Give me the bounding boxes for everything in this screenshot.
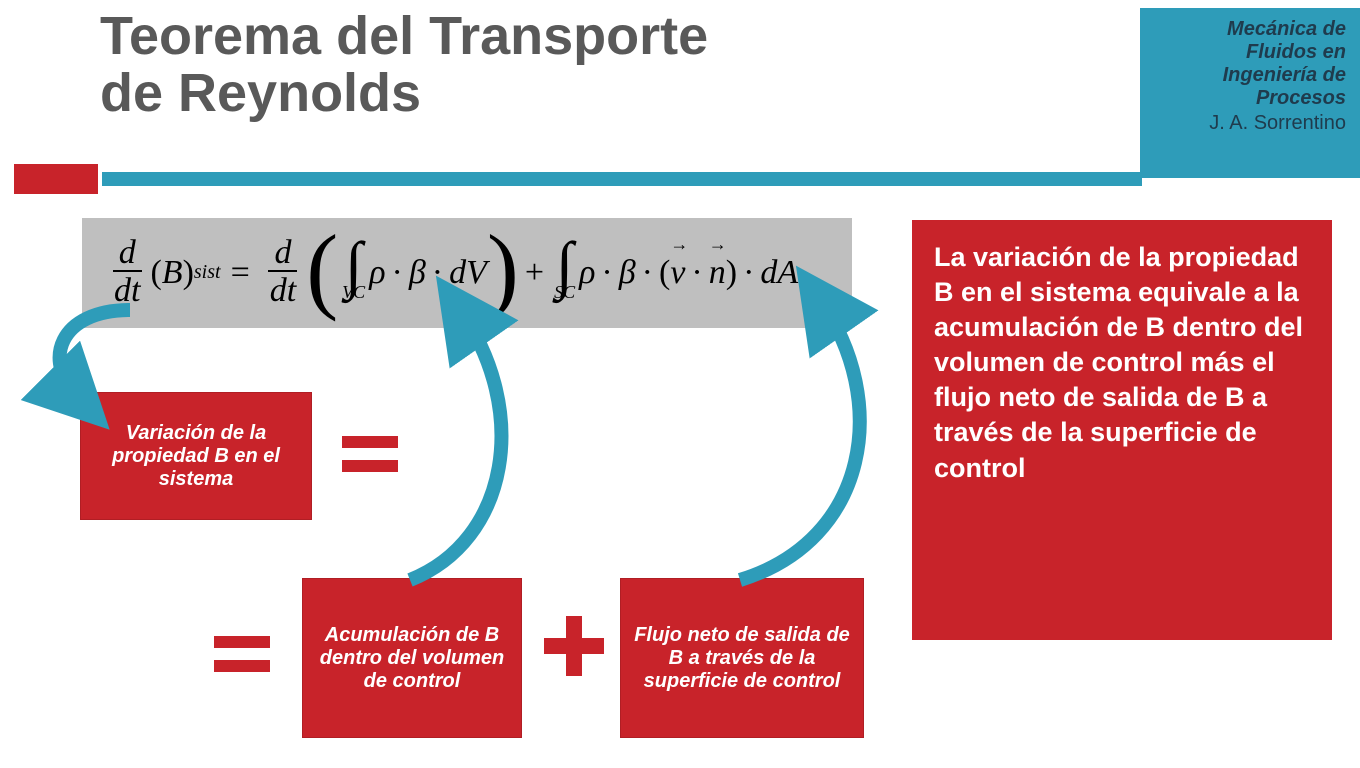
equals-symbol-2 — [214, 636, 270, 672]
eq-rparen2: ) — [726, 254, 737, 292]
equation-box: d dt ( B ) sist = d dt ( ∫ VC ρ · β · dV… — [82, 218, 852, 328]
eq-beta-1: β — [409, 254, 426, 292]
decorative-bar — [0, 164, 1140, 194]
callout-box-1: Variación de la propiedad B en el sistem… — [80, 392, 312, 520]
callout-text-3: Flujo neto de salida de B a través de la… — [633, 624, 851, 693]
eq-sub-sist: sist — [194, 261, 221, 284]
eq-bigparen-l: ( — [306, 245, 338, 293]
eq-dA: dA — [760, 254, 798, 292]
dot-icon: · — [392, 254, 403, 292]
bar-teal-segment — [102, 172, 1142, 186]
dot-icon: · — [691, 254, 702, 292]
dot-icon: · — [642, 254, 653, 292]
explanation-box: La variación de la propiedad B en el sis… — [912, 220, 1332, 640]
eq-beta-2: β — [619, 254, 636, 292]
author-name: J. A. Sorrentino — [1154, 112, 1346, 135]
eq-lhs-num: d — [113, 236, 142, 272]
dot-icon: · — [432, 254, 443, 292]
callout-text-1: Variación de la propiedad B en el sistem… — [93, 422, 299, 491]
eq-dV: dV — [449, 254, 487, 292]
eq-v-vec: v — [670, 254, 685, 292]
slide-title: Teorema del Transporte de Reynolds — [100, 8, 708, 121]
equals-symbol-1 — [342, 436, 398, 472]
eq-equals: = — [231, 254, 250, 292]
eq-rho-2: ρ — [579, 254, 595, 292]
eq-int2-label: SC — [554, 282, 575, 303]
reynolds-equation: d dt ( B ) sist = d dt ( ∫ VC ρ · β · dV… — [104, 236, 798, 309]
callout-box-2: Acumulación de B dentro del volumen de c… — [302, 578, 522, 738]
dot-icon: · — [743, 254, 754, 292]
eq-rparen: ) — [183, 254, 194, 292]
eq-n-vec: n — [709, 254, 726, 292]
eq-lhs-den: dt — [108, 272, 146, 309]
callout-text-2: Acumulación de B dentro del volumen de c… — [315, 624, 509, 693]
eq-lparen: ( — [150, 254, 161, 292]
eq-int1-label: VC — [342, 282, 365, 303]
eq-rhs1-den: dt — [264, 272, 302, 309]
bar-red-segment — [14, 164, 98, 194]
course-line-4: Procesos — [1154, 87, 1346, 110]
title-line-1: Teorema del Transporte — [100, 8, 708, 65]
course-line-1: Mecánica de — [1154, 18, 1346, 41]
course-line-3: Ingeniería de — [1154, 64, 1346, 87]
course-badge: Mecánica de Fluidos en Ingeniería de Pro… — [1140, 8, 1360, 178]
eq-rhs1-num: d — [268, 236, 297, 272]
title-line-2: de Reynolds — [100, 65, 708, 122]
arrow-2 — [380, 290, 560, 590]
eq-B: B — [162, 254, 183, 292]
eq-lparen2: ( — [659, 254, 670, 292]
eq-bigparen-r: ) — [487, 245, 519, 293]
dot-icon: · — [601, 254, 612, 292]
eq-rho-1: ρ — [369, 254, 385, 292]
callout-box-3: Flujo neto de salida de B a través de la… — [620, 578, 864, 738]
course-line-2: Fluidos en — [1154, 41, 1346, 64]
plus-symbol — [544, 616, 604, 676]
eq-plus: + — [525, 254, 544, 292]
explanation-text: La variación de la propiedad B en el sis… — [934, 242, 1303, 483]
